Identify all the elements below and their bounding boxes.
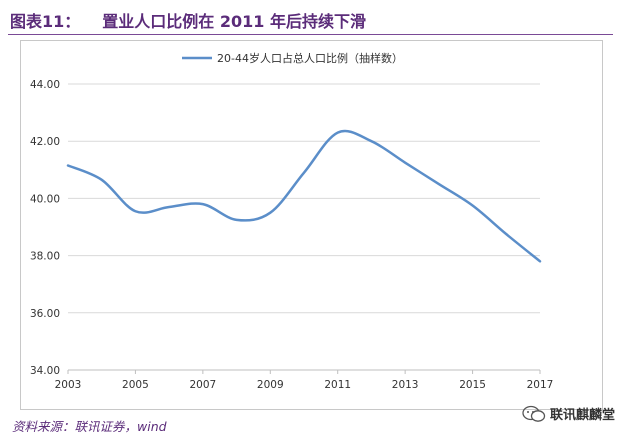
figure-label: 图表11： — [10, 12, 81, 31]
y-tick-label: 34.00 — [30, 365, 60, 377]
y-tick-label: 36.00 — [30, 308, 60, 320]
source-note: 资料来源：联讯证券，wind — [12, 419, 167, 434]
series-line — [66, 129, 542, 263]
y-tick-label: 40.00 — [30, 193, 60, 205]
y-tick-label: 44.00 — [30, 79, 60, 91]
chart-frame — [20, 40, 603, 410]
x-tick-label: 2011 — [324, 379, 351, 391]
figure-title: 图表11： 置业人口比例在 2011 年后持续下滑 — [10, 8, 366, 32]
x-tick-label: 2007 — [189, 379, 216, 391]
x-tick-label: 2013 — [392, 379, 419, 391]
x-tick-label: 2005 — [122, 379, 149, 391]
x-tick-label: 2015 — [459, 379, 486, 391]
watermark-text: 联讯麒麟堂 — [549, 408, 615, 423]
x-tick-label: 2003 — [55, 379, 82, 391]
watermark: 联讯麒麟堂 — [522, 404, 615, 423]
y-tick-label: 38.00 — [30, 251, 60, 263]
x-tick-label: 2017 — [527, 379, 554, 391]
figure-title-text: 置业人口比例在 2011 年后持续下滑 — [102, 12, 366, 31]
x-tick-label: 2009 — [257, 379, 284, 391]
legend-label: 20-44岁人口占总人口比例（抽样数） — [217, 51, 403, 65]
title-divider — [8, 34, 613, 35]
wechat-icon — [522, 405, 546, 423]
y-tick-label: 42.00 — [30, 136, 60, 148]
